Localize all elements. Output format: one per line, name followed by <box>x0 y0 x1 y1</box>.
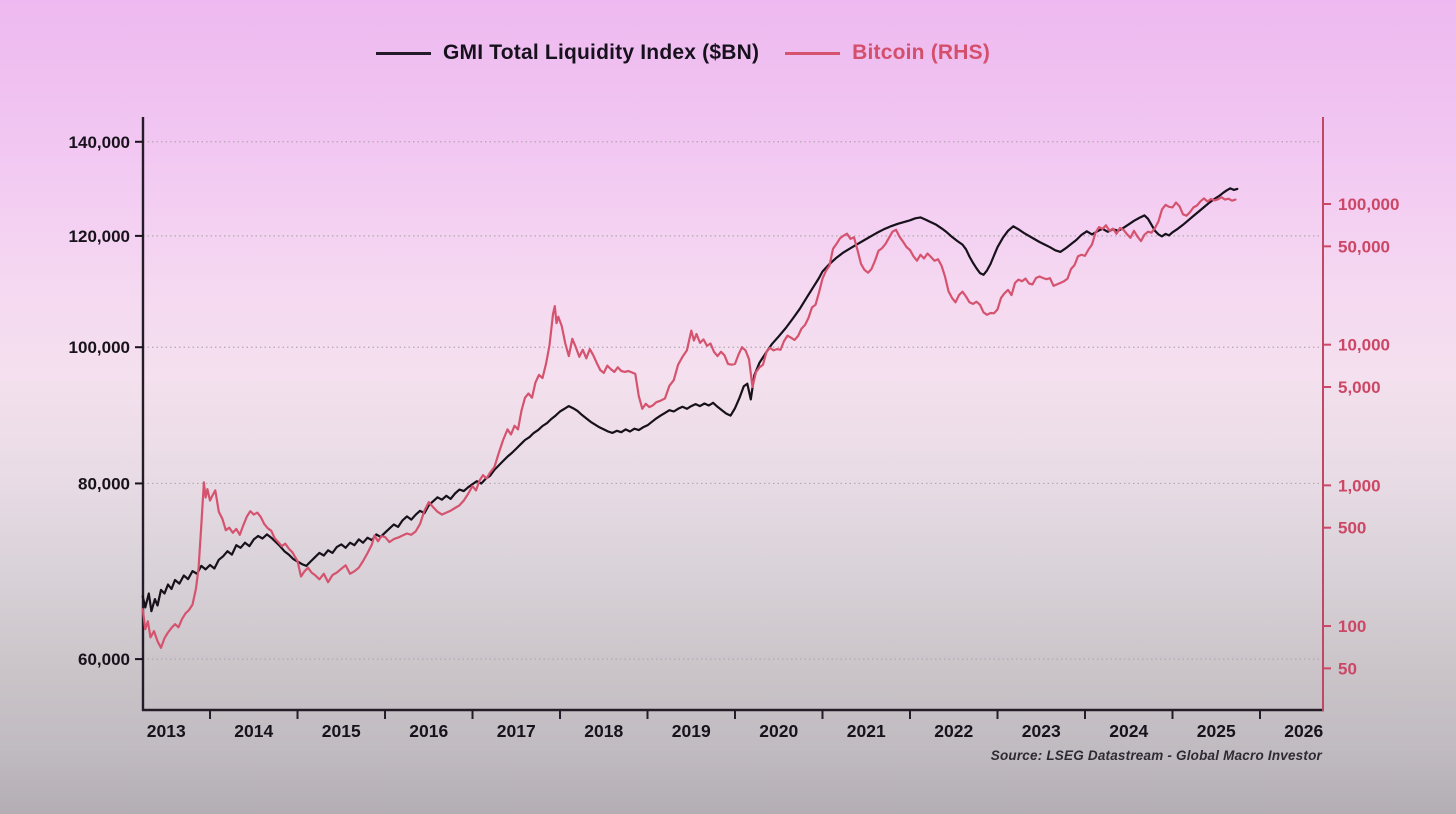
bitcoin-legend-label: Bitcoin (RHS) <box>852 41 991 64</box>
right-tick-label: 50 <box>1338 659 1357 678</box>
bitcoin-legend-line-swatch <box>785 51 841 55</box>
x-tick-label: 2025 <box>1197 721 1236 741</box>
x-tick-label: 2021 <box>847 721 886 741</box>
right-tick-label: 100,000 <box>1338 195 1399 214</box>
x-tick-label: 2013 <box>147 721 186 741</box>
x-tick-label: 2019 <box>672 721 711 741</box>
right-axis-ticks: 100,000 50,000 10,000 5,000 1,000 500 100 50 <box>1323 195 1399 678</box>
x-tick-label: 2016 <box>409 721 448 741</box>
gridlines <box>143 141 1323 660</box>
gmi-legend-line-swatch <box>376 51 431 55</box>
gmi-legend-label: GMI Total Liquidity Index ($BN) <box>443 41 760 64</box>
x-tick-label: 2015 <box>322 721 361 741</box>
x-tick-label: 2026 <box>1284 721 1323 741</box>
left-tick-label: 80,000 <box>78 474 130 493</box>
left-tick-label: 140,000 <box>69 133 130 152</box>
series-lines <box>141 187 1239 649</box>
left-axis-ticks: 140,000 120,000 100,000 80,000 60,000 <box>69 133 143 669</box>
left-tick-label: 60,000 <box>78 650 130 669</box>
x-tick-label: 2023 <box>1022 721 1061 741</box>
right-tick-label: 50,000 <box>1338 237 1390 256</box>
left-tick-label: 120,000 <box>69 227 130 246</box>
x-axis-ticks: 2013 2014 2015 2016 2017 2018 2019 2020 2021 2022… <box>147 710 1323 741</box>
right-tick-label: 500 <box>1338 519 1366 538</box>
chart-legend: GMI Total Liquidity Index ($BN) Bitcoin … <box>376 38 990 68</box>
right-tick-label: 100 <box>1338 617 1366 636</box>
x-tick-label: 2017 <box>497 721 536 741</box>
right-tick-label: 5,000 <box>1338 378 1381 397</box>
right-tick-label: 1,000 <box>1338 476 1381 495</box>
x-tick-label: 2022 <box>934 721 973 741</box>
gmi-liquidity-line <box>141 187 1239 613</box>
x-tick-label: 2014 <box>234 721 273 741</box>
bitcoin-line <box>141 196 1237 649</box>
x-tick-label: 2020 <box>759 721 798 741</box>
right-tick-label: 10,000 <box>1338 336 1390 355</box>
left-tick-label: 100,000 <box>69 338 130 357</box>
source-note: Source: LSEG Datastream - Global Macro I… <box>990 748 1322 763</box>
axes <box>141 117 1324 712</box>
x-tick-label: 2018 <box>584 721 623 741</box>
x-tick-label: 2024 <box>1109 721 1148 741</box>
